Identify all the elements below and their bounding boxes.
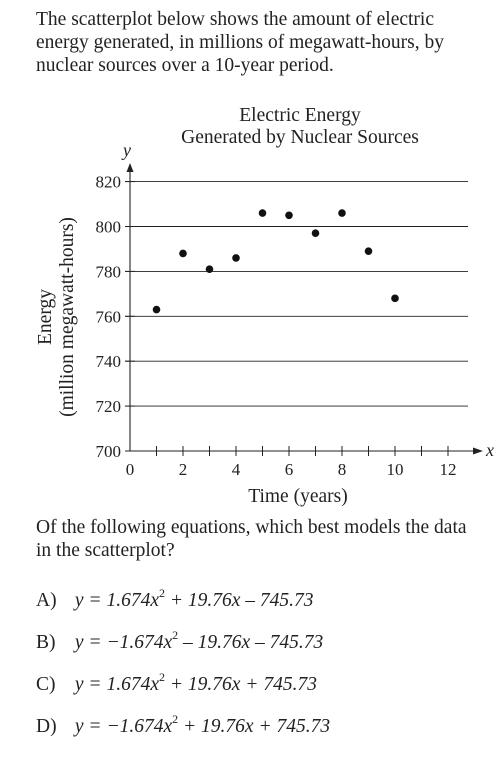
x-tick-label: 10 xyxy=(387,460,404,479)
y-tick-label: 700 xyxy=(96,442,122,461)
choice-suffix: + 19.76x + 745.73 xyxy=(178,716,331,737)
choice-letter: D) xyxy=(36,716,57,737)
question-stem: The scatterplot below shows the amount o… xyxy=(36,8,476,77)
choice-exponent: 2 xyxy=(158,670,165,684)
question-prompt: Of the following equations, which best m… xyxy=(36,516,476,562)
x-tick-label: 4 xyxy=(232,460,241,479)
choice-suffix: – 19.76x – 745.73 xyxy=(178,632,324,653)
choice-exponent: 2 xyxy=(172,712,179,726)
x-tick-label: 12 xyxy=(440,460,457,479)
y-tick-label: 740 xyxy=(96,352,122,371)
y-tick-label: 780 xyxy=(96,262,122,281)
data-point-2 xyxy=(179,249,187,258)
y-axis-title-line2: (million megawatt-hours) xyxy=(57,217,78,417)
choice-prefix: y = −1.674x xyxy=(74,716,173,737)
stem-text: The scatterplot below shows the amount o… xyxy=(36,9,444,76)
choice-letter: A) xyxy=(36,590,57,611)
choice-b[interactable]: B) y = −1.674x2 – 19.76x – 745.73 xyxy=(36,629,324,654)
choice-d[interactable]: D) y = −1.674x2 + 19.76x + 745.73 xyxy=(36,713,331,738)
x-axis-arrow xyxy=(473,447,483,455)
choice-suffix: + 19.76x + 745.73 xyxy=(164,674,317,695)
choice-a[interactable]: A) y = 1.674x2 + 19.76x – 745.73 xyxy=(36,587,314,612)
x-tick-label: 2 xyxy=(179,460,188,479)
x-tick-label: 6 xyxy=(285,460,294,479)
data-point-7 xyxy=(311,229,320,238)
y-tick-label: 800 xyxy=(96,218,122,237)
data-point-10 xyxy=(391,294,399,303)
chart-subtitle: Generated by Nuclear Sources xyxy=(181,127,419,148)
x-axis-title: Time (years) xyxy=(248,486,347,507)
x-tick-label: 0 xyxy=(126,460,135,479)
chart-title: Electric Energy xyxy=(239,105,361,126)
choice-letter: B) xyxy=(36,632,56,653)
choice-letter: C) xyxy=(36,674,56,695)
y-axis-arrow xyxy=(126,163,134,172)
y-tick-label: 720 xyxy=(96,397,122,416)
data-point-8 xyxy=(338,209,346,217)
choice-suffix: + 19.76x – 745.73 xyxy=(164,590,314,611)
choice-exponent: 2 xyxy=(158,586,165,600)
data-point-9 xyxy=(364,247,373,255)
choice-prefix: y = −1.674x xyxy=(74,632,173,653)
y-axis-title-line1: Energy xyxy=(35,289,56,345)
data-point-5 xyxy=(258,209,267,217)
choice-exponent: 2 xyxy=(172,628,179,642)
x-axis-var-label: x xyxy=(485,440,494,460)
prompt-text: Of the following equations, which best m… xyxy=(36,517,467,561)
y-axis-var-label: y xyxy=(121,140,131,160)
data-point-3 xyxy=(205,265,214,273)
data-point-6 xyxy=(285,211,293,220)
data-point-4 xyxy=(232,254,240,262)
y-tick-label: 760 xyxy=(96,307,122,326)
choice-prefix: y = 1.674x xyxy=(74,674,159,695)
choice-c[interactable]: C) y = 1.674x2 + 19.76x + 745.73 xyxy=(36,671,317,696)
choice-prefix: y = 1.674x xyxy=(74,590,159,611)
y-tick-label: 820 xyxy=(96,173,122,192)
data-point-1 xyxy=(152,305,161,314)
x-tick-label: 8 xyxy=(338,460,347,479)
